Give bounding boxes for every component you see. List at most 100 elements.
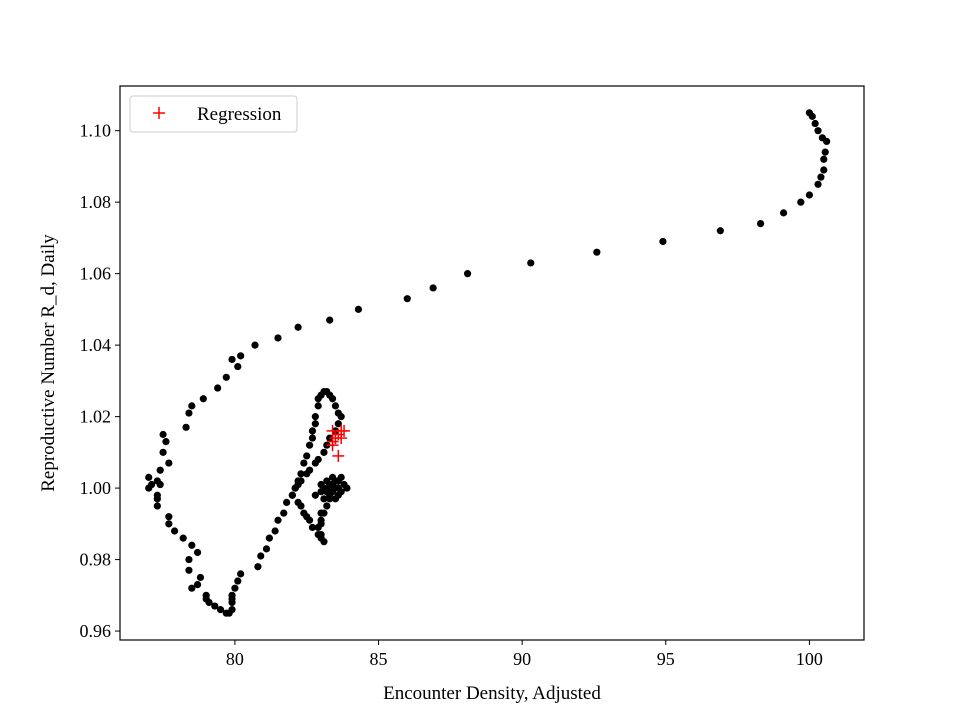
data-point — [331, 477, 340, 485]
x-tick-label: 95 — [657, 649, 675, 669]
data-point — [237, 570, 245, 578]
data-point — [463, 270, 472, 278]
x-axis: 80 85 90 95 100 — [226, 640, 823, 669]
data-point — [271, 527, 279, 535]
data-point — [214, 384, 222, 392]
data-point — [297, 470, 305, 478]
legend: Regression — [129, 95, 298, 133]
data-point — [145, 473, 153, 481]
y-tick-label: 1.06 — [80, 264, 112, 284]
legend-box — [129, 95, 298, 133]
data-point — [228, 591, 236, 599]
data-point — [234, 362, 242, 371]
data-point — [231, 584, 239, 592]
y-tick-label: 0.98 — [80, 550, 112, 570]
y-axis-label: Reproductive Number R_d, Daily — [38, 234, 59, 492]
data-point — [317, 509, 325, 517]
data-point — [303, 470, 311, 478]
legend-plus-marker — [153, 107, 165, 119]
data-point — [185, 409, 193, 417]
data-point — [265, 534, 273, 542]
data-point — [814, 127, 822, 135]
x-tick-label: 90 — [513, 649, 531, 669]
data-point — [308, 434, 317, 442]
data-point — [527, 259, 535, 267]
y-axis: 0.96 0.98 1.00 1.02 1.04 1.06 1.08 1.10 — [80, 121, 120, 641]
data-point — [297, 502, 305, 510]
data-point — [808, 112, 816, 120]
y-tick-label: 1.02 — [80, 407, 112, 427]
x-tick-label: 80 — [226, 649, 244, 669]
data-point — [185, 555, 193, 564]
y-tick-label: 1.00 — [80, 478, 112, 498]
data-point — [323, 502, 331, 510]
data-point — [196, 573, 205, 582]
data-point — [156, 466, 164, 474]
data-point — [145, 484, 153, 492]
data-point — [291, 484, 299, 492]
data-point — [337, 413, 345, 421]
regression-point — [326, 435, 339, 448]
data-point — [320, 448, 328, 456]
data-point — [234, 577, 242, 585]
data-point — [429, 284, 437, 292]
y-tick-label: 0.96 — [80, 621, 112, 641]
x-tick-label: 100 — [796, 649, 823, 669]
data-point — [320, 495, 328, 503]
data-point — [185, 566, 193, 574]
data-point — [334, 484, 342, 492]
data-point — [211, 602, 219, 610]
data-point — [314, 402, 322, 410]
data-point — [283, 498, 291, 506]
y-tick-label: 1.10 — [80, 121, 112, 141]
legend-plus-icon — [153, 107, 165, 119]
plot-frame — [119, 85, 865, 641]
data-point — [170, 527, 179, 535]
data-point — [308, 427, 317, 435]
data-point — [274, 334, 282, 342]
data-point — [300, 459, 308, 467]
data-point — [659, 237, 667, 246]
data-point — [153, 502, 161, 510]
data-point — [274, 516, 282, 524]
data-point — [317, 530, 325, 539]
data-point — [308, 523, 317, 532]
data-point — [593, 248, 601, 256]
data-point — [716, 227, 724, 235]
data-point — [216, 606, 225, 614]
data-point — [228, 355, 236, 364]
data-point — [311, 491, 319, 499]
data-point — [811, 119, 819, 128]
data-point — [165, 513, 173, 521]
x-tick-label: 85 — [370, 649, 388, 669]
y-tick-label: 1.08 — [80, 192, 112, 212]
data-point — [311, 413, 319, 421]
data-point — [403, 295, 411, 303]
data-point — [317, 480, 325, 489]
data-point — [182, 423, 190, 431]
data-point — [820, 166, 828, 174]
data-point — [820, 155, 828, 163]
data-point — [331, 495, 340, 503]
data-point — [821, 148, 829, 156]
data-point — [823, 137, 831, 145]
data-point — [328, 395, 337, 403]
data-point — [779, 209, 788, 217]
data-point — [165, 520, 173, 528]
data-point — [354, 305, 363, 313]
data-point — [343, 484, 351, 492]
data-point — [317, 520, 325, 528]
data-point — [303, 452, 311, 460]
regression-point — [338, 424, 351, 437]
legend-label: Regression — [197, 104, 282, 125]
data-point — [199, 395, 207, 403]
data-point — [153, 495, 161, 503]
data-point — [334, 420, 342, 428]
data-point — [251, 341, 259, 349]
data-point — [257, 552, 265, 560]
data-point — [228, 606, 236, 614]
data-point — [165, 459, 173, 467]
data-point — [331, 402, 340, 410]
data-point — [337, 473, 345, 481]
